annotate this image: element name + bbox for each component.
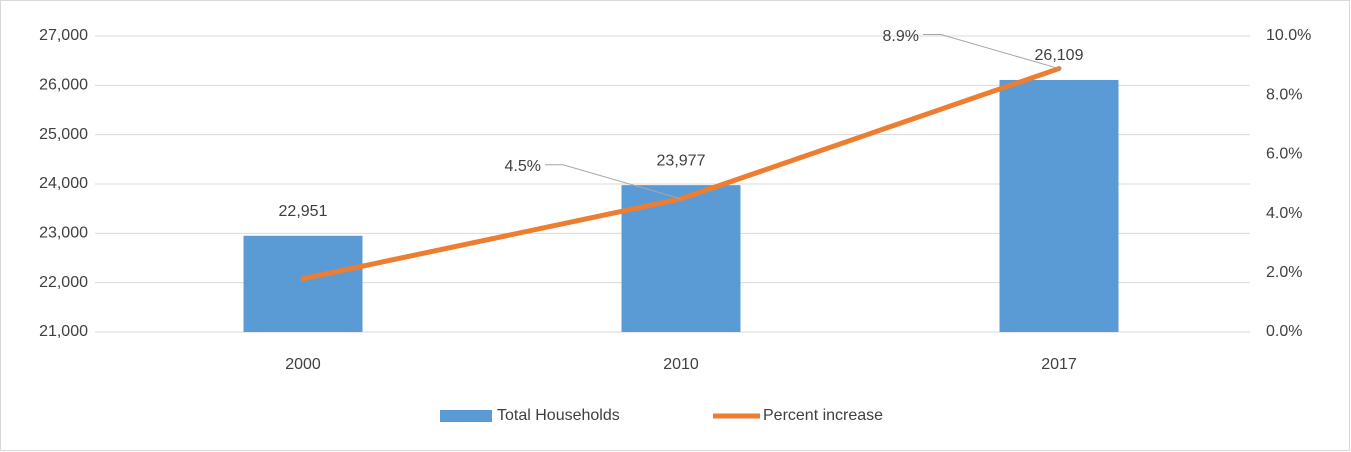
y-tick-label: 21,000 xyxy=(39,323,88,340)
y2-tick-label: 10.0% xyxy=(1266,27,1311,44)
data-label: 8.9% xyxy=(883,28,919,45)
data-label: 22,951 xyxy=(279,203,328,220)
y-tick-label: 23,000 xyxy=(39,225,88,242)
legend-swatch xyxy=(440,410,492,422)
data-label: 4.5% xyxy=(505,158,541,175)
y-tick-label: 25,000 xyxy=(39,126,88,143)
y-tick-label: 24,000 xyxy=(39,175,88,192)
leader-line xyxy=(923,34,1060,70)
y2-tick-label: 8.0% xyxy=(1266,86,1302,103)
y-tick-label: 27,000 xyxy=(39,27,88,44)
leader-line xyxy=(545,164,682,200)
bar xyxy=(243,235,363,332)
x-tick-label: 2017 xyxy=(1041,356,1077,373)
y2-tick-label: 0.0% xyxy=(1266,323,1302,340)
y-tick-label: 22,000 xyxy=(39,274,88,291)
y2-tick-label: 6.0% xyxy=(1266,146,1302,163)
x-tick-label: 2010 xyxy=(663,356,699,373)
y2-tick-label: 2.0% xyxy=(1266,264,1302,281)
bar xyxy=(999,79,1119,333)
legend-label: Percent increase xyxy=(763,407,883,424)
data-label: 26,109 xyxy=(1035,47,1084,64)
x-tick-label: 2000 xyxy=(285,356,321,373)
y-tick-label: 26,000 xyxy=(39,77,88,94)
y2-tick-label: 4.0% xyxy=(1266,205,1302,222)
legend-label: Total Households xyxy=(497,407,620,424)
data-label: 23,977 xyxy=(657,152,706,169)
